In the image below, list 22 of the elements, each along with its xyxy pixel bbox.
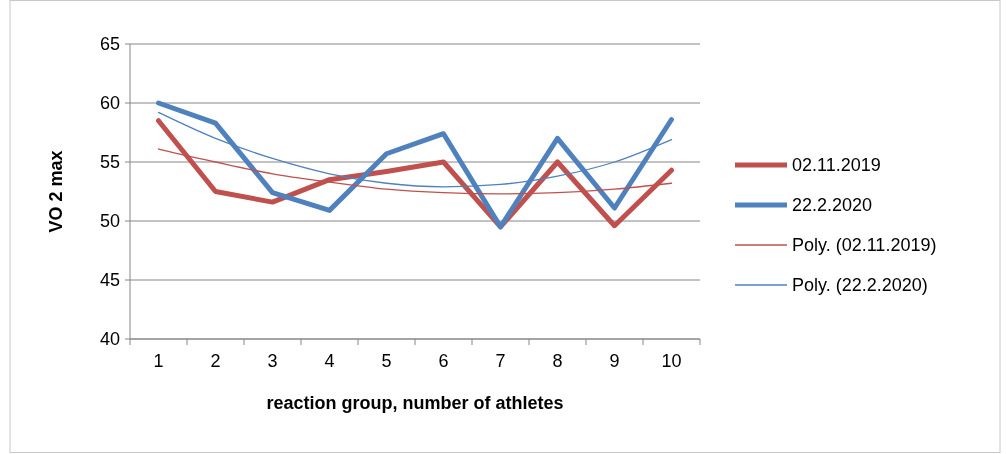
x-tick-label: 6 — [438, 351, 449, 371]
x-tick-label: 10 — [661, 351, 682, 371]
x-tick-label: 9 — [609, 351, 620, 371]
y-tick-label: 55 — [99, 152, 120, 173]
y-tick-label: 65 — [99, 34, 120, 55]
x-tick-label: 2 — [210, 351, 221, 371]
legend-label: 22.2.2020 — [792, 195, 873, 216]
x-tick-label: 3 — [267, 351, 278, 371]
y-tick-label: 60 — [99, 93, 120, 114]
legend-label: Poly. (22.2.2020) — [792, 275, 928, 296]
legend-label: Poly. (02.11.2019) — [792, 235, 937, 256]
x-tick-label: 1 — [153, 351, 164, 371]
legend-label: 02.11.2019 — [792, 155, 881, 176]
y-tick-label: 50 — [99, 211, 120, 232]
x-axis-title: reaction group, number of athletes — [266, 393, 564, 413]
y-tick-label: 45 — [99, 270, 120, 291]
x-tick-label: 5 — [381, 351, 392, 371]
x-tick-label: 7 — [495, 351, 506, 371]
x-tick-label: 8 — [552, 351, 563, 371]
x-tick-label: 4 — [324, 351, 335, 371]
y-tick-label: 40 — [99, 329, 120, 350]
y-axis-title: VO 2 max — [46, 150, 66, 233]
